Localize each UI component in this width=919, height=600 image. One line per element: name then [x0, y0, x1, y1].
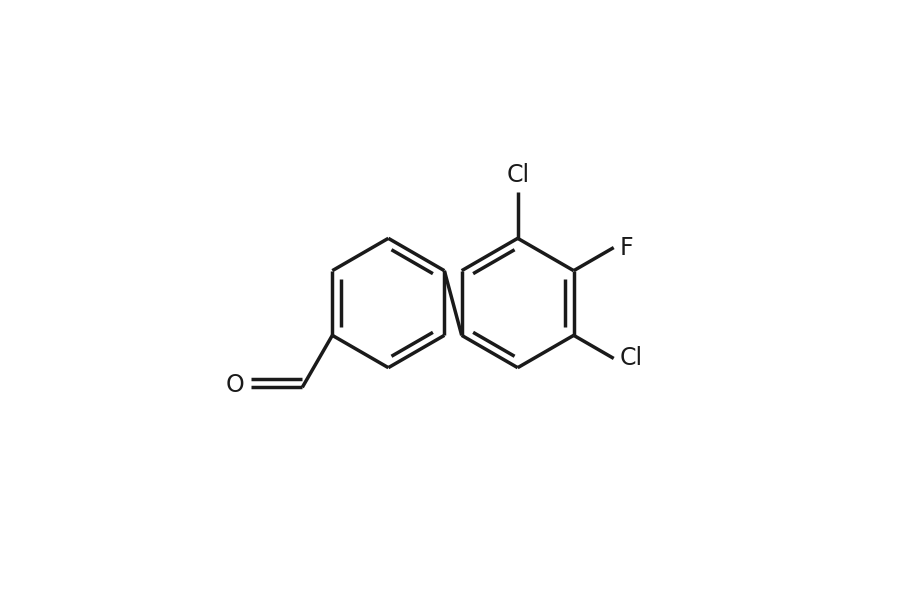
Text: F: F: [618, 236, 632, 260]
Text: Cl: Cl: [618, 346, 641, 370]
Text: Cl: Cl: [505, 163, 528, 187]
Text: O: O: [225, 373, 244, 397]
